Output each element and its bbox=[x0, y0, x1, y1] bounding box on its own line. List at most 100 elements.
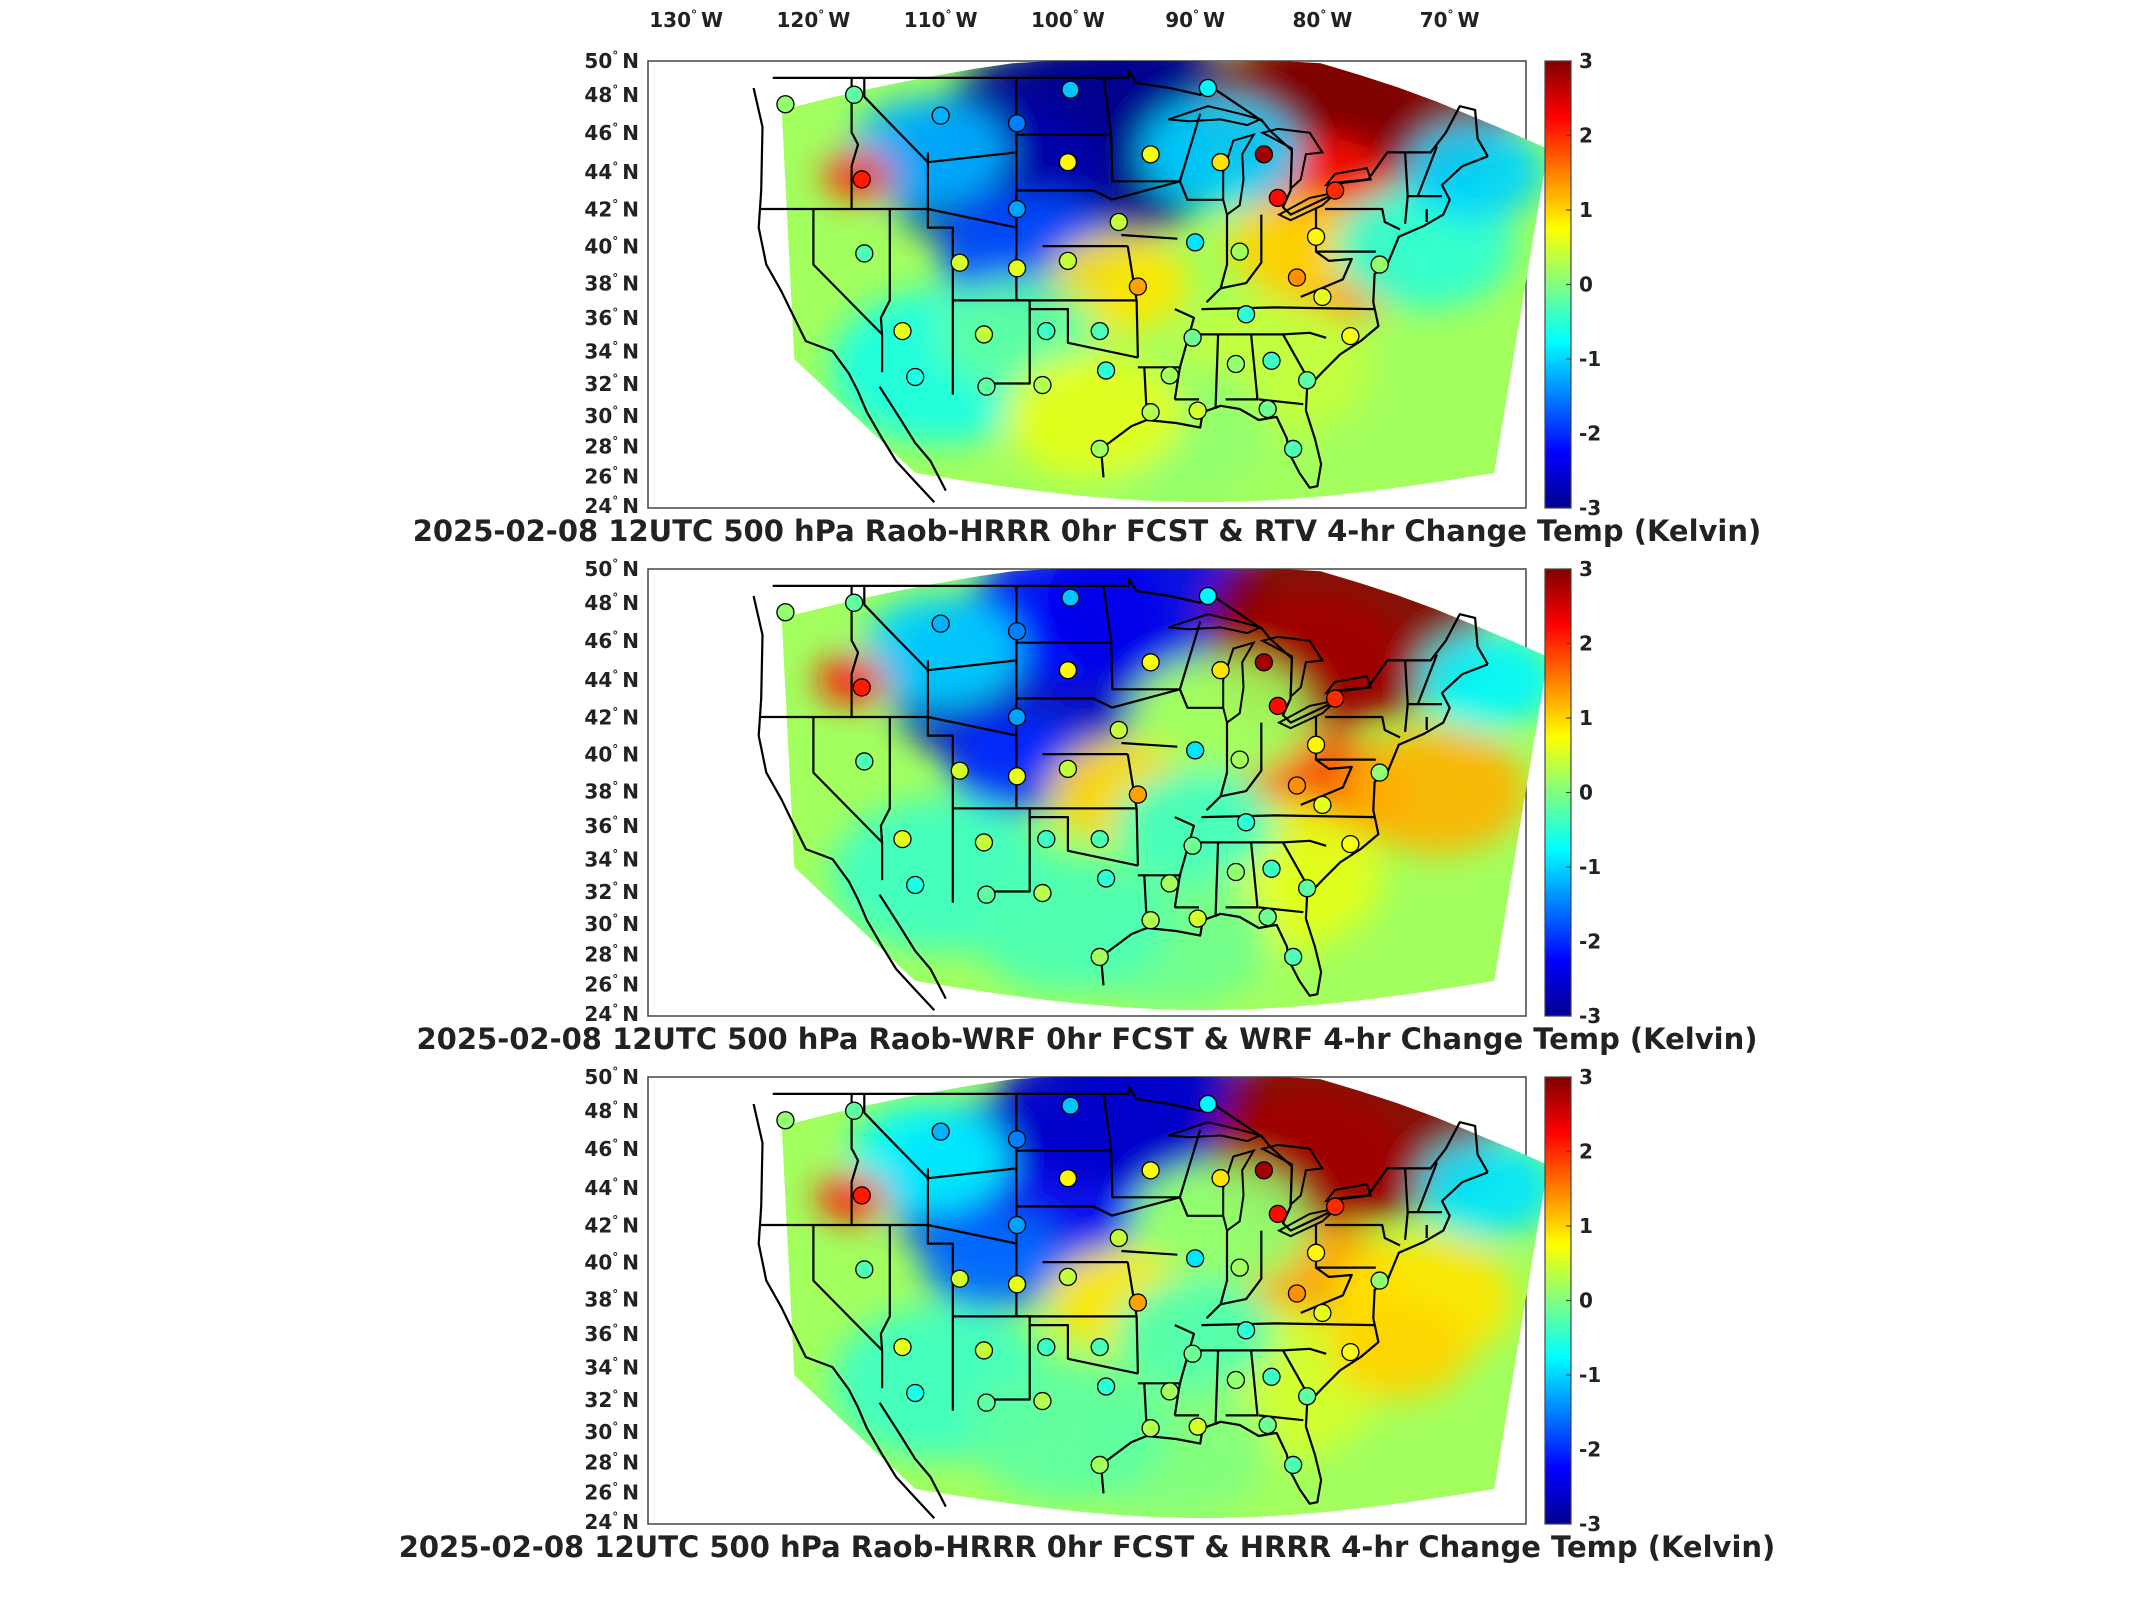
lat-tick-label: 24° N bbox=[584, 1510, 639, 1534]
raob-station-marker bbox=[1096, 869, 1116, 888]
raob-station-marker bbox=[1058, 1267, 1078, 1287]
raob-station-marker bbox=[1183, 836, 1202, 855]
panel-title: 2025-02-08 12UTC 500 hPa Raob-WRF 0hr FC… bbox=[416, 1022, 1757, 1056]
lat-tick-label: 44° N bbox=[584, 160, 639, 184]
lat-tick-label: 26° N bbox=[584, 465, 639, 489]
raob-station-marker bbox=[844, 593, 864, 612]
raob-station-marker bbox=[1198, 78, 1218, 98]
lat-tick-label: 48° N bbox=[584, 83, 639, 107]
raob-station-marker bbox=[1283, 439, 1303, 459]
raob-station-marker bbox=[1058, 661, 1078, 680]
lat-tick-label: 30° N bbox=[584, 912, 639, 936]
raob-station-marker bbox=[1007, 707, 1027, 727]
raob-station-marker bbox=[844, 85, 864, 104]
raob-station-marker bbox=[1188, 401, 1207, 420]
raob-station-marker bbox=[776, 603, 795, 622]
lat-tick-label: 28° N bbox=[584, 1450, 639, 1474]
colorbar-tick-label: -1 bbox=[1579, 347, 1601, 371]
raob-station-marker bbox=[852, 1186, 871, 1205]
raob-station-marker bbox=[1186, 741, 1205, 760]
lat-tick-label: 26° N bbox=[584, 973, 639, 997]
raob-station-marker bbox=[1037, 1337, 1056, 1357]
lat-tick-label: 44° N bbox=[584, 1176, 639, 1200]
raob-station-marker bbox=[1109, 720, 1128, 740]
raob-station-marker bbox=[1325, 689, 1345, 708]
lon-tick-label: 120° W bbox=[777, 8, 851, 32]
raob-station-marker bbox=[1160, 1382, 1179, 1401]
lat-tick-label: 28° N bbox=[584, 942, 639, 966]
longitude-axis: 130° W 120° W 110° W 100° W 90° W 80° W 70° W bbox=[649, 8, 1479, 32]
raob-station-marker bbox=[977, 377, 996, 396]
raob-station-marker bbox=[1283, 947, 1303, 967]
raob-station-marker bbox=[1033, 883, 1052, 903]
lat-tick-label: 26° N bbox=[584, 1481, 639, 1505]
raob-station-marker bbox=[1226, 862, 1246, 882]
lat-tick-label: 28° N bbox=[584, 434, 639, 458]
map-panel: 50° N 48° N 46° N 44° N 42° N 40° N 38° N 36° N 34° N 32° N… bbox=[416, 557, 1757, 1056]
raob-station-marker bbox=[1090, 439, 1109, 459]
lat-tick-label: 40° N bbox=[584, 742, 639, 766]
raob-station-marker bbox=[1226, 1370, 1246, 1390]
lon-tick-label: 80° W bbox=[1292, 8, 1352, 32]
colorbar-tick-label: -2 bbox=[1579, 1438, 1601, 1462]
raob-station-marker bbox=[1141, 911, 1160, 930]
raob-station-marker bbox=[1007, 199, 1027, 219]
raob-station-marker bbox=[1325, 1197, 1345, 1216]
raob-station-marker bbox=[1090, 829, 1109, 849]
lat-tick-label: 34° N bbox=[584, 847, 639, 871]
colorbar-tick-label: 0 bbox=[1579, 781, 1593, 805]
raob-station-marker bbox=[776, 95, 795, 114]
lat-tick-label: 46° N bbox=[584, 629, 639, 653]
raob-station-marker bbox=[1090, 947, 1109, 967]
raob-station-marker bbox=[1037, 321, 1056, 341]
raob-station-marker bbox=[1370, 255, 1389, 274]
lat-tick-label: 44° N bbox=[584, 668, 639, 692]
raob-station-marker bbox=[1313, 795, 1332, 815]
lat-tick-label: 36° N bbox=[584, 306, 639, 330]
map-panel: 50° N 48° N 46° N 44° N 42° N 40° N 38° N 36° N 34° N 32° N… bbox=[399, 1065, 1776, 1564]
raob-station-marker bbox=[1007, 1275, 1027, 1294]
raob-station-marker bbox=[1096, 1377, 1116, 1396]
raob-station-marker bbox=[1230, 750, 1249, 769]
raob-station-marker bbox=[1058, 251, 1078, 271]
colorbar-tick-label: 1 bbox=[1579, 706, 1593, 730]
colorbar-tick-label: 0 bbox=[1579, 1289, 1593, 1313]
colorbar-tick-label: 2 bbox=[1579, 124, 1593, 148]
raob-station-marker bbox=[1007, 114, 1027, 133]
raob-station-marker bbox=[1325, 181, 1345, 200]
raob-station-marker bbox=[1341, 1342, 1360, 1362]
colorbar-tick-label: -1 bbox=[1579, 1363, 1601, 1387]
raob-station-marker bbox=[950, 253, 969, 272]
lon-tick-label: 110° W bbox=[904, 8, 978, 32]
raob-station-marker bbox=[950, 761, 969, 780]
raob-station-marker bbox=[1287, 776, 1307, 795]
raob-station-marker bbox=[1061, 80, 1080, 99]
map-panels: 50° N 48° N 46° N 44° N 42° N 40° N 38° N 36° N 34° N 32° N… bbox=[399, 49, 1776, 1564]
raob-station-marker bbox=[1128, 1293, 1148, 1312]
raob-station-marker bbox=[977, 1393, 996, 1412]
raob-station-marker bbox=[1254, 145, 1274, 164]
raob-station-marker bbox=[1287, 268, 1307, 287]
raob-station-marker bbox=[1186, 1249, 1205, 1268]
raob-station-marker bbox=[855, 1260, 874, 1279]
raob-station-marker bbox=[977, 885, 996, 904]
raob-station-marker bbox=[1306, 735, 1326, 754]
raob-station-marker bbox=[1258, 907, 1277, 927]
raob-station-marker bbox=[844, 1101, 864, 1120]
lat-tick-label: 38° N bbox=[584, 1287, 639, 1311]
raob-station-marker bbox=[1188, 1417, 1207, 1436]
raob-station-marker bbox=[1007, 1215, 1027, 1235]
lon-tick-label: 70° W bbox=[1420, 8, 1480, 32]
raob-station-marker bbox=[950, 1269, 969, 1288]
colorbar-tick-label: 3 bbox=[1579, 1065, 1593, 1089]
colorbar-tick-label: -3 bbox=[1579, 1004, 1601, 1028]
lat-tick-label: 46° N bbox=[584, 1137, 639, 1161]
raob-station-marker bbox=[1141, 653, 1160, 672]
lat-tick-label: 32° N bbox=[584, 372, 639, 396]
colorbar-tick-label: 0 bbox=[1579, 273, 1593, 297]
raob-station-marker bbox=[1283, 1455, 1303, 1475]
raob-station-marker bbox=[931, 1122, 950, 1141]
raob-station-marker bbox=[1341, 834, 1360, 854]
raob-station-marker bbox=[1268, 696, 1288, 716]
lat-tick-label: 50° N bbox=[584, 1065, 639, 1089]
